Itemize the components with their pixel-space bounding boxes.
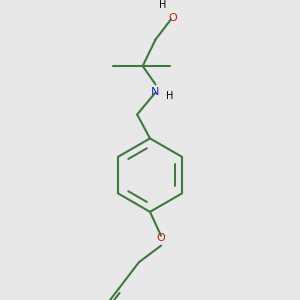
Text: O: O: [157, 232, 165, 243]
Text: H: H: [166, 91, 173, 101]
Text: N: N: [151, 88, 160, 98]
Text: H: H: [159, 0, 167, 10]
Text: O: O: [168, 13, 177, 22]
